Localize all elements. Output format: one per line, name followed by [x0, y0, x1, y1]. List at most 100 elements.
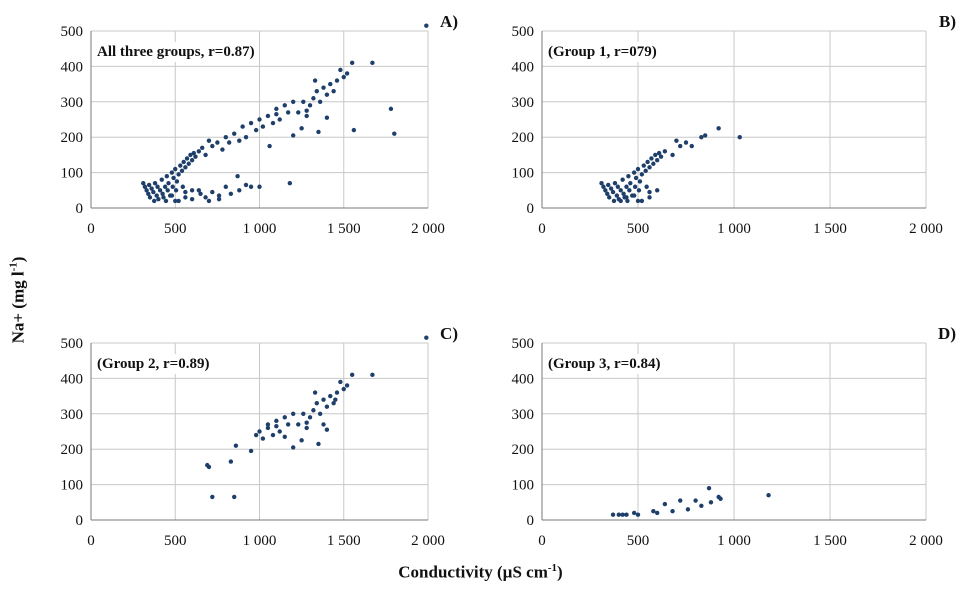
- data-point: [351, 127, 357, 133]
- data-point: [248, 120, 254, 126]
- data-point: [625, 198, 630, 204]
- data-point: [424, 335, 429, 340]
- data-point: [653, 152, 658, 158]
- data-point: [200, 145, 205, 151]
- data-point: [639, 172, 645, 177]
- data-point: [176, 198, 181, 204]
- data-point: [610, 512, 616, 517]
- x-tick-label: 500: [164, 221, 187, 237]
- y-axis-label-end: ): [8, 256, 28, 263]
- data-point: [257, 429, 262, 434]
- data-point: [215, 140, 220, 145]
- data-point: [651, 508, 656, 514]
- data-point: [678, 498, 683, 503]
- data-point: [699, 503, 704, 509]
- data-point: [614, 193, 620, 198]
- y-tick-label: 100: [512, 478, 535, 494]
- data-point: [196, 149, 202, 154]
- data-point: [156, 196, 161, 202]
- data-point: [203, 152, 208, 158]
- data-point: [189, 196, 195, 202]
- data-point: [424, 23, 429, 28]
- data-point: [257, 184, 262, 189]
- data-point: [274, 111, 279, 117]
- data-point: [611, 198, 617, 204]
- data-point: [635, 198, 641, 204]
- x-tick-label: 1 500: [813, 533, 847, 549]
- data-point: [643, 168, 648, 174]
- data-point: [685, 507, 691, 512]
- data-point: [173, 188, 179, 193]
- data-point: [196, 188, 202, 193]
- x-tick-label: 1 500: [327, 221, 361, 237]
- data-point: [157, 188, 163, 193]
- data-point: [146, 182, 152, 188]
- data-point: [267, 143, 272, 149]
- data-point: [647, 195, 652, 200]
- x-tick-label: 1 500: [813, 221, 847, 237]
- data-point: [620, 512, 625, 517]
- data-point: [316, 441, 321, 447]
- data-point: [703, 133, 708, 138]
- data-point: [631, 193, 637, 198]
- data-point: [291, 445, 296, 450]
- data-point: [656, 150, 662, 156]
- data-point: [141, 181, 146, 186]
- x-tick-label: 0: [538, 533, 546, 549]
- data-point: [328, 393, 333, 399]
- y-tick-label: 0: [527, 513, 535, 529]
- x-tick-label: 1 000: [243, 221, 277, 237]
- data-point: [349, 372, 355, 378]
- data-point: [287, 181, 293, 186]
- data-point: [683, 140, 689, 145]
- data-point: [370, 372, 375, 378]
- data-point: [147, 195, 153, 200]
- x-tick-label: 1 000: [717, 533, 751, 549]
- panel-annotation: (Group 2, r=0.89): [97, 356, 209, 372]
- data-point: [304, 420, 309, 425]
- data-point: [662, 501, 668, 507]
- data-point: [603, 188, 608, 193]
- data-point: [277, 429, 282, 434]
- y-tick-label: 200: [512, 442, 535, 458]
- data-point: [605, 191, 610, 197]
- data-point: [233, 443, 239, 448]
- data-point: [618, 188, 623, 193]
- data-point: [270, 120, 276, 126]
- y-tick-label: 500: [61, 336, 84, 352]
- data-point: [301, 99, 306, 105]
- data-point: [699, 135, 704, 140]
- data-point: [670, 152, 675, 158]
- panel-annotation-background: [545, 42, 660, 62]
- y-axis-label-sup: -1: [7, 262, 20, 272]
- data-point: [274, 106, 279, 112]
- panel-annotation: (Group 3, r=0.84): [548, 356, 660, 372]
- data-point: [644, 184, 649, 189]
- data-point: [216, 196, 222, 202]
- data-point: [291, 133, 296, 138]
- data-point: [632, 184, 638, 189]
- data-point: [210, 143, 215, 149]
- data-point: [627, 188, 632, 193]
- data-point: [291, 411, 296, 416]
- data-point: [693, 498, 698, 503]
- data-point: [599, 181, 604, 186]
- data-point: [142, 184, 148, 189]
- y-tick-label: 500: [512, 336, 535, 352]
- y-tick-label: 300: [512, 95, 535, 111]
- y-tick-label: 0: [527, 201, 535, 217]
- data-point: [228, 459, 234, 464]
- data-point: [265, 113, 271, 119]
- panel-2: 0 100 200 300 400 500 0 500 1 000 1 500 2 000 (Grou…: [61, 324, 459, 549]
- data-point: [144, 188, 149, 193]
- data-point: [311, 96, 316, 101]
- data-point: [647, 189, 652, 195]
- y-tick-label: 0: [76, 513, 84, 529]
- y-tick-label: 400: [512, 59, 535, 75]
- data-point: [285, 110, 291, 115]
- data-point: [189, 188, 195, 193]
- data-point: [311, 408, 316, 413]
- data-point: [160, 191, 165, 197]
- data-point: [220, 147, 225, 152]
- data-point: [265, 425, 271, 431]
